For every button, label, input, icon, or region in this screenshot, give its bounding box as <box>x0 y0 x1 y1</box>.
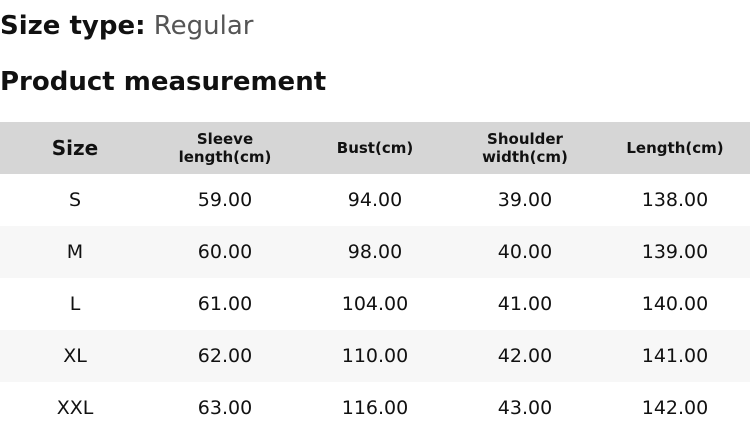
header-sleeve-length: Sleeve length(cm) <box>178 130 272 166</box>
table-cell: L <box>69 293 81 315</box>
table-header-row: Size Sleeve length(cm) Bust(cm) Shoulder… <box>0 122 750 174</box>
size-type-value: Regular <box>153 11 254 41</box>
table-cell: M <box>66 241 84 263</box>
table-cell: 60.00 <box>197 241 253 263</box>
table-cell: XXL <box>56 397 94 419</box>
table-cell: S <box>68 189 82 211</box>
size-type-label: Size type: <box>0 11 146 41</box>
header-size: Size <box>51 136 99 160</box>
table-row: XXL 63.00 116.00 43.00 142.00 <box>0 382 750 434</box>
table-cell: 116.00 <box>341 397 409 419</box>
table-cell: XL <box>63 345 87 367</box>
table-row: L 61.00 104.00 41.00 140.00 <box>0 278 750 330</box>
table-cell: 110.00 <box>341 345 409 367</box>
table-cell: 63.00 <box>197 397 253 419</box>
section-title: Product measurement <box>0 67 327 97</box>
table-cell: 141.00 <box>641 345 709 367</box>
table-cell: 39.00 <box>497 189 553 211</box>
table-cell: 43.00 <box>497 397 553 419</box>
table-row: M 60.00 98.00 40.00 139.00 <box>0 226 750 278</box>
table-cell: 139.00 <box>641 241 709 263</box>
table-cell: 142.00 <box>641 397 709 419</box>
table-cell: 94.00 <box>347 189 403 211</box>
table-cell: 61.00 <box>197 293 253 315</box>
header-length: Length(cm) <box>626 139 724 157</box>
table-cell: 98.00 <box>347 241 403 263</box>
table-cell: 62.00 <box>197 345 253 367</box>
header-bust: Bust(cm) <box>336 139 414 157</box>
table-cell: 104.00 <box>341 293 409 315</box>
table-cell: 42.00 <box>497 345 553 367</box>
table-cell: 41.00 <box>497 293 553 315</box>
table-cell: 40.00 <box>497 241 553 263</box>
table-cell: 140.00 <box>641 293 709 315</box>
header-shoulder-width: Shoulder width(cm) <box>482 130 568 166</box>
table-row: XL 62.00 110.00 42.00 141.00 <box>0 330 750 382</box>
table-row: S 59.00 94.00 39.00 138.00 <box>0 174 750 226</box>
table-cell: 138.00 <box>641 189 709 211</box>
size-type: Size type: Regular <box>0 11 253 41</box>
measurement-table: Size Sleeve length(cm) Bust(cm) Shoulder… <box>0 122 750 434</box>
table-cell: 59.00 <box>197 189 253 211</box>
